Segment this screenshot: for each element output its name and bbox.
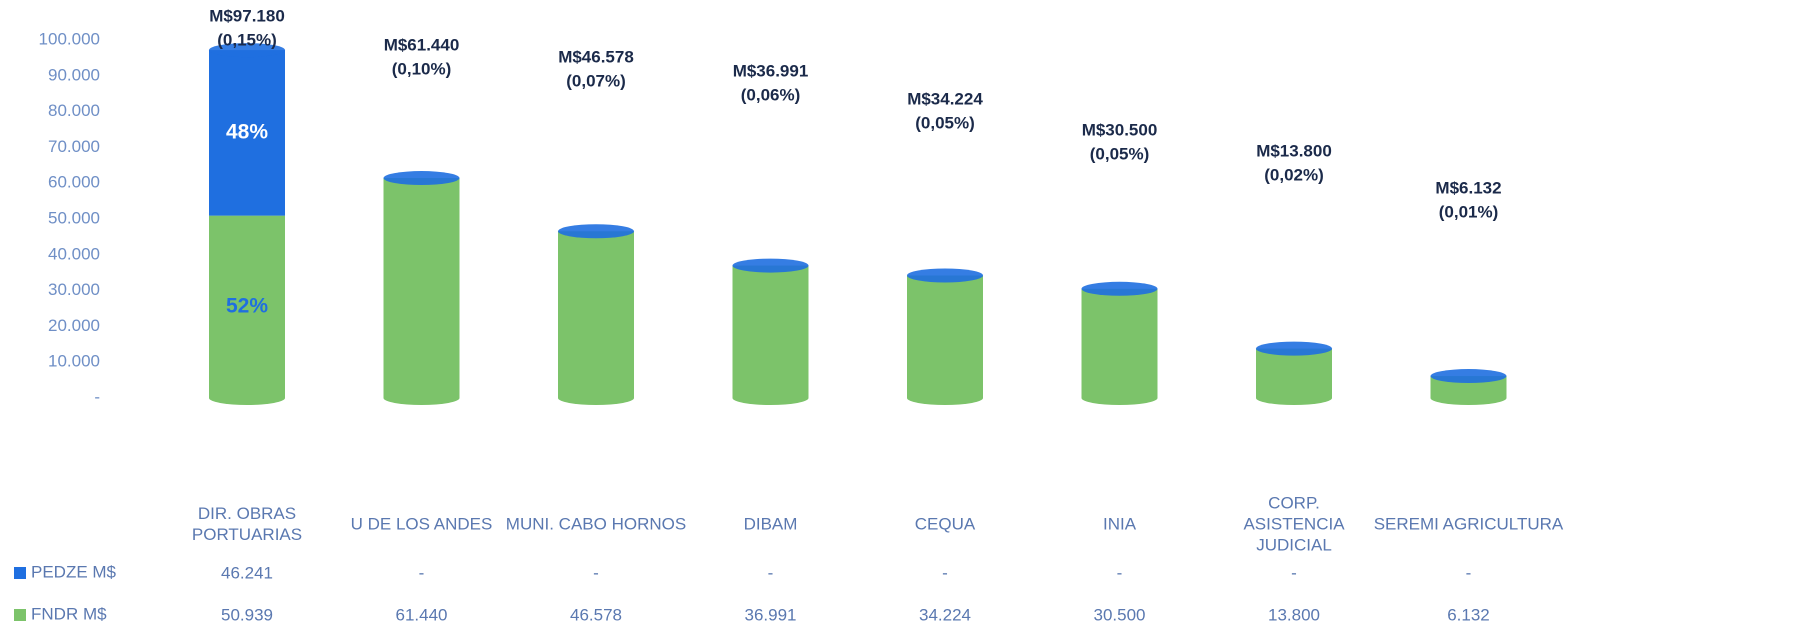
bar xyxy=(558,231,634,398)
x-tick-label: U DE LOS ANDES xyxy=(350,514,493,534)
bar xyxy=(907,275,983,398)
y-tick-label: 100.000 xyxy=(39,29,100,48)
legend-label: FNDR M$ xyxy=(31,604,107,623)
total-label: M$6.132 xyxy=(1435,178,1501,197)
cylinder-top xyxy=(1430,369,1507,384)
table-cell: - xyxy=(767,563,774,583)
total-share-label: (0,01%) xyxy=(1439,202,1499,221)
table-cell: 61.440 xyxy=(395,605,448,625)
y-tick-label: 70.000 xyxy=(48,137,100,156)
total-share-label: (0,15%) xyxy=(217,30,277,49)
bar xyxy=(209,215,285,398)
table-cell: 13.800 xyxy=(1268,605,1320,625)
legend-marker xyxy=(14,609,26,621)
total-label: M$36.991 xyxy=(733,61,809,80)
total-label: M$97.180 xyxy=(209,6,285,25)
total-share-label: (0,05%) xyxy=(915,113,975,132)
table-cell: - xyxy=(942,563,948,583)
legend-marker xyxy=(14,567,26,579)
total-label: M$34.224 xyxy=(907,89,983,108)
y-tick-label: 50.000 xyxy=(48,208,100,227)
bar xyxy=(1256,348,1332,398)
y-tick-label: 60.000 xyxy=(48,173,100,192)
total-label: M$46.578 xyxy=(558,47,634,66)
cylinder-top xyxy=(558,224,634,239)
table-cell: 46.241 xyxy=(221,563,273,583)
x-tick-label: SEREMI AGRICULTURA xyxy=(1373,514,1564,534)
total-share-label: (0,07%) xyxy=(566,71,626,90)
bar xyxy=(1081,288,1158,398)
cylinder-top xyxy=(1081,281,1158,296)
table-cell: - xyxy=(1465,563,1472,583)
cylinder-top xyxy=(383,171,460,186)
cylinder-top xyxy=(1256,341,1332,356)
x-tick-label: DIR. OBRAS PORTUARIAS xyxy=(191,504,303,544)
total-share-label: (0,06%) xyxy=(741,85,801,104)
y-tick-label: - xyxy=(94,387,100,406)
table-cell: - xyxy=(418,563,425,583)
total-share-label: (0,05%) xyxy=(1090,144,1150,163)
bar xyxy=(209,50,285,216)
table-cell: 50.939 xyxy=(221,605,273,625)
table-cell: 30.500 xyxy=(1093,605,1146,625)
table-cell: 36.991 xyxy=(744,605,797,625)
x-tick-label: INIA xyxy=(1102,514,1137,534)
table-cell: 46.578 xyxy=(570,605,622,625)
x-tick-label: DIBAM xyxy=(743,514,798,534)
total-label: M$30.500 xyxy=(1082,120,1158,139)
x-tick-label: MUNI. CABO HORNOS xyxy=(505,514,687,534)
segment-label: 52% xyxy=(226,294,268,317)
total-share-label: (0,10%) xyxy=(392,59,452,78)
table-cell: - xyxy=(1291,563,1297,583)
y-tick-label: 10.000 xyxy=(48,352,100,371)
total-share-label: (0,02%) xyxy=(1264,165,1324,184)
cylinder-top xyxy=(907,268,983,283)
y-tick-label: 90.000 xyxy=(48,65,100,84)
x-tick-label: CORP. ASISTENCIA JUDICIAL xyxy=(1243,493,1345,555)
cylinder-top xyxy=(732,258,809,273)
table-cell: 34.224 xyxy=(919,605,971,625)
y-tick-label: 40.000 xyxy=(48,244,100,263)
cylinder-top xyxy=(209,43,285,58)
y-tick-label: 80.000 xyxy=(48,101,100,120)
bar xyxy=(383,178,460,398)
table-cell: 6.132 xyxy=(1447,605,1490,625)
table-cell: - xyxy=(593,563,599,583)
y-tick-label: 30.000 xyxy=(48,280,100,299)
total-label: M$13.800 xyxy=(1256,141,1332,160)
total-label: M$61.440 xyxy=(384,35,460,54)
segment-label: 48% xyxy=(226,120,268,143)
y-tick-label: 20.000 xyxy=(48,316,100,335)
table-cell: - xyxy=(1116,563,1123,583)
bar xyxy=(732,265,809,398)
x-tick-label: CEQUA xyxy=(914,514,976,534)
legend-label: PEDZE M$ xyxy=(31,562,117,581)
